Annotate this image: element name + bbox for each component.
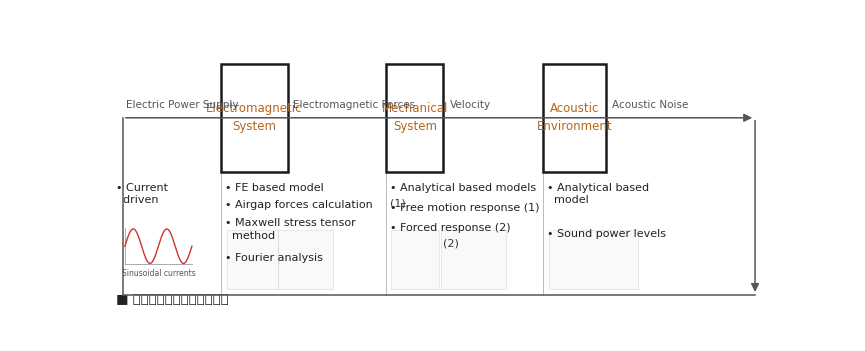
Text: • Free motion response (1): • Free motion response (1): [389, 203, 539, 213]
Bar: [387, 64, 444, 172]
Bar: [227, 230, 278, 290]
Text: • Analytical based
  model: • Analytical based model: [548, 183, 650, 205]
Bar: [542, 64, 606, 172]
Text: Acoustic
Environment: Acoustic Environment: [536, 102, 612, 133]
Bar: [278, 230, 333, 290]
Text: Electric Power Supply: Electric Power Supply: [126, 100, 239, 110]
Text: (2): (2): [444, 239, 459, 249]
Text: • Sound power levels: • Sound power levels: [548, 229, 666, 239]
Bar: [548, 230, 638, 290]
Text: • Analytical based models: • Analytical based models: [389, 183, 535, 193]
Text: Acoustic Noise: Acoustic Noise: [612, 100, 688, 110]
Bar: [391, 230, 439, 290]
Text: Electromagnetic Forces: Electromagnetic Forces: [293, 100, 415, 110]
Text: • Forced response (2): • Forced response (2): [389, 223, 510, 233]
Text: Velocity: Velocity: [450, 100, 491, 110]
Text: • Fourier analysis: • Fourier analysis: [226, 253, 324, 263]
Text: Sinusoidal currents: Sinusoidal currents: [121, 269, 195, 278]
Text: • FE based model: • FE based model: [226, 183, 324, 193]
Bar: [221, 64, 288, 172]
Text: • Maxwell stress tensor
  method: • Maxwell stress tensor method: [226, 218, 356, 240]
Text: • Current
  driven: • Current driven: [116, 183, 168, 205]
Text: (1): (1): [389, 198, 406, 208]
Text: • Airgap forces calculation: • Airgap forces calculation: [226, 200, 373, 210]
Bar: [440, 230, 506, 290]
Text: ■ 基于定子径向力的噪声预测: ■ 基于定子径向力的噪声预测: [116, 293, 229, 306]
Text: Mechanical
System: Mechanical System: [381, 102, 448, 133]
Text: Electromagnetic
System: Electromagnetic System: [206, 102, 303, 133]
